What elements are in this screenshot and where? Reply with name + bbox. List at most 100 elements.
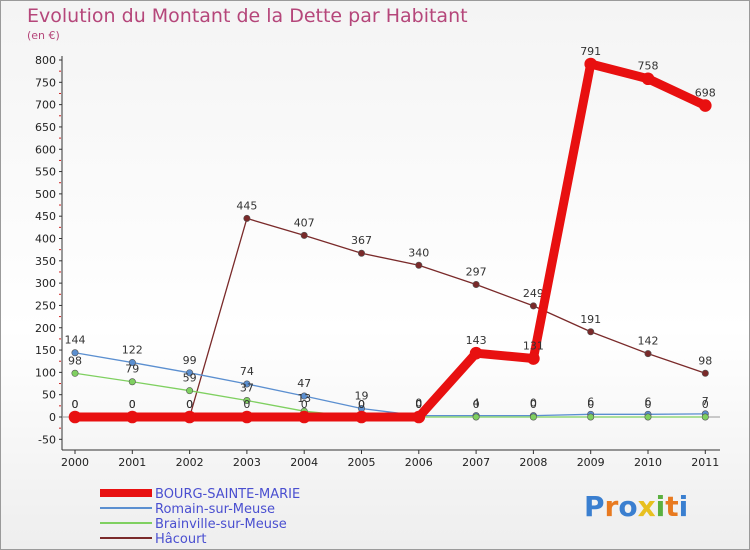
y-tick-label: 150 <box>35 344 56 357</box>
data-label: 13 <box>297 392 311 405</box>
x-tick-label: 2005 <box>348 456 376 469</box>
data-point <box>243 214 251 222</box>
data-point <box>297 410 311 424</box>
chart-subtitle: (en €) <box>27 29 60 42</box>
data-point <box>128 378 136 386</box>
data-label: 37 <box>240 381 254 394</box>
data-point <box>186 369 194 377</box>
y-tick-label: 650 <box>35 121 56 134</box>
data-point <box>128 359 136 367</box>
data-label: 99 <box>183 354 197 367</box>
data-label: 98 <box>698 354 712 367</box>
data-point <box>472 280 480 288</box>
data-point <box>186 387 194 395</box>
data-point <box>641 72 655 86</box>
data-label: 59 <box>183 372 197 385</box>
series-layer: 0 0 04454073673402972491911429814412299744… <box>65 45 716 424</box>
data-label: 758 <box>638 60 659 73</box>
legend-label: Brainville-sur-Meuse <box>155 517 287 532</box>
data-label: 0 <box>530 398 537 411</box>
data-label: 47 <box>297 377 311 390</box>
data-label: 407 <box>294 216 315 229</box>
data-point <box>587 328 595 336</box>
data-label: 143 <box>466 334 487 347</box>
data-label: 297 <box>466 265 487 278</box>
y-tick-label: -50 <box>38 433 56 446</box>
data-label: 340 <box>408 246 429 259</box>
data-point <box>701 413 709 421</box>
data-label: 74 <box>240 365 254 378</box>
y-tick-label: 750 <box>35 76 56 89</box>
x-tick-label: 2004 <box>290 456 318 469</box>
data-point <box>240 410 254 424</box>
data-point <box>71 349 79 357</box>
y-tick-label: 700 <box>35 99 56 112</box>
data-label: 6 <box>645 395 652 408</box>
data-point <box>529 302 537 310</box>
data-label: 98 <box>68 354 82 367</box>
chart-title: Evolution du Montant de la Dette par Hab… <box>27 5 468 27</box>
legend: BOURG-SAINTE-MARIERomain-sur-MeuseBrainv… <box>100 487 300 547</box>
data-label: 0 <box>415 398 422 411</box>
data-point <box>71 369 79 377</box>
y-tick-label: 350 <box>35 255 56 268</box>
data-point <box>529 413 537 421</box>
data-label: 131 <box>523 340 544 353</box>
x-tick-label: 2006 <box>405 456 433 469</box>
data-point <box>126 410 139 424</box>
data-label: 0 <box>129 398 136 411</box>
data-point <box>584 57 598 71</box>
legend-label: Romain-sur-Meuse <box>155 502 275 517</box>
data-label: 698 <box>695 87 716 100</box>
data-label: 445 <box>236 199 257 212</box>
data-point <box>300 231 308 239</box>
data-label: 367 <box>351 234 372 247</box>
y-tick-label: 450 <box>35 210 56 223</box>
x-tick-label: 2000 <box>61 456 89 469</box>
y-tick-label: 600 <box>35 143 56 156</box>
y-tick-label: 0 <box>49 411 56 424</box>
data-label: 0 <box>243 398 250 411</box>
data-label: 0 <box>645 398 652 411</box>
data-point <box>698 99 712 112</box>
data-point <box>68 410 82 424</box>
data-point <box>644 413 652 421</box>
axes: -500501001502002503003504004505005506006… <box>35 54 720 469</box>
data-label: 0 <box>186 398 193 411</box>
data-point <box>587 413 595 421</box>
data-point <box>527 352 540 365</box>
data-point <box>701 369 709 377</box>
data-point <box>243 396 251 404</box>
data-label: 191 <box>580 313 601 326</box>
x-tick-label: 2008 <box>519 456 547 469</box>
data-point <box>412 410 426 424</box>
data-label: 0 <box>702 398 709 411</box>
data-point <box>357 249 365 257</box>
series-line <box>74 372 706 418</box>
data-label: 6 <box>587 395 594 408</box>
data-label: 144 <box>65 334 86 347</box>
x-tick-label: 2011 <box>691 456 719 469</box>
series-line <box>70 59 710 422</box>
series-line <box>74 352 706 417</box>
data-label: 0 <box>473 398 480 411</box>
data-label: 0 <box>358 398 365 411</box>
legend-label: Hâcourt <box>155 532 207 547</box>
data-label: 0 <box>415 398 422 411</box>
proxiti-logo: Proxiti <box>584 490 688 523</box>
data-point <box>243 380 251 388</box>
data-label: 0 <box>587 398 594 411</box>
data-label: 142 <box>638 335 659 348</box>
y-tick-label: 400 <box>35 233 56 246</box>
data-label: 0 <box>72 398 79 411</box>
data-label: 0 <box>186 398 193 411</box>
data-label: 0 <box>358 398 365 411</box>
y-tick-label: 300 <box>35 277 56 290</box>
x-tick-label: 2002 <box>176 456 204 469</box>
data-point <box>300 392 308 400</box>
